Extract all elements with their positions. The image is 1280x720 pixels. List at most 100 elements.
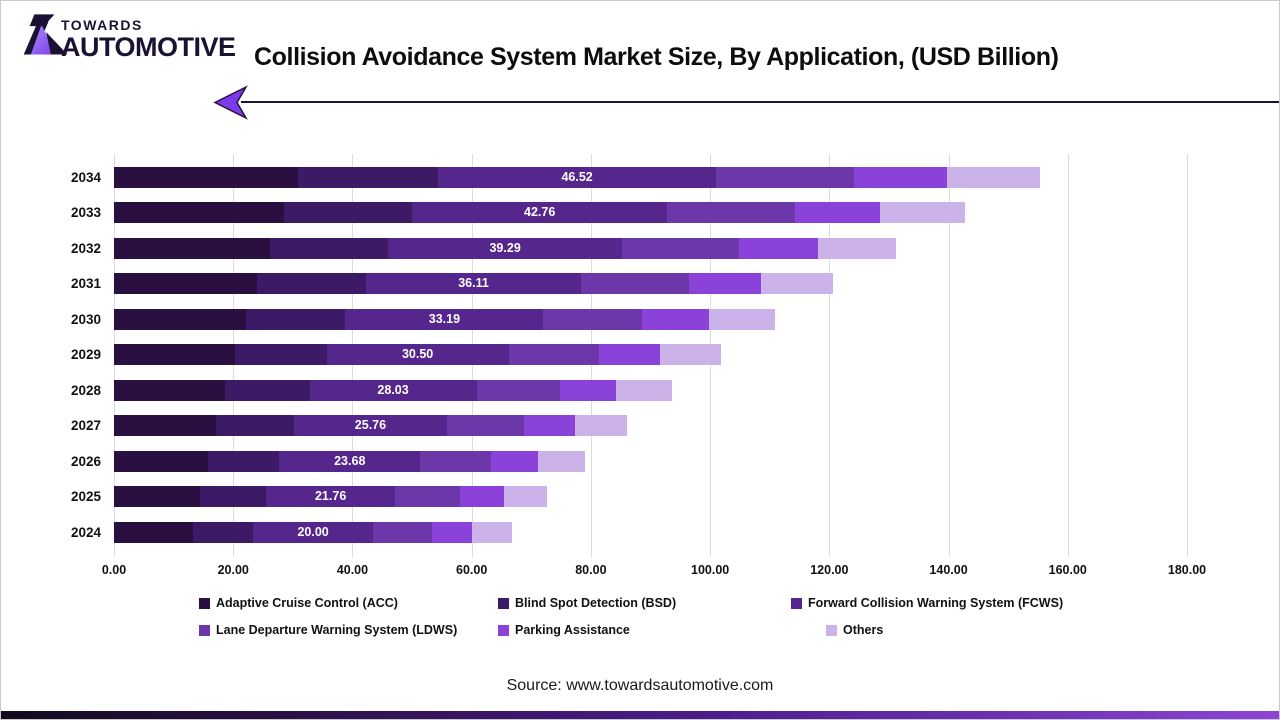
bar-stack: 28.03 xyxy=(114,379,673,401)
bar-value-label: 28.03 xyxy=(377,382,409,397)
bar-value-label: 36.11 xyxy=(458,276,489,291)
bar-segment xyxy=(476,379,561,401)
bar-row: 2029 30.50 xyxy=(1,344,1279,366)
bar-segment xyxy=(420,450,491,472)
bar-segment xyxy=(114,273,258,295)
bar-segment xyxy=(660,344,722,366)
bar-segment xyxy=(114,415,217,437)
bar-segment xyxy=(279,450,421,472)
bar-segment xyxy=(543,308,643,330)
bar-row: 2028 28.03 xyxy=(1,379,1279,401)
bar-value-label: 42.76 xyxy=(524,205,556,220)
logo-line1: TOWARDS xyxy=(61,17,143,33)
year-label: 2029 xyxy=(70,347,101,363)
gridline xyxy=(948,154,950,557)
year-label: 2032 xyxy=(70,240,101,256)
legend-item: Lane Departure Warning System (LDWS) xyxy=(199,621,457,639)
bar-stack: 23.68 xyxy=(114,450,586,472)
legend-label: Lane Departure Warning System (LDWS) xyxy=(216,623,458,637)
bar-stack: 39.29 xyxy=(114,237,897,259)
year-label: 2033 xyxy=(70,205,101,221)
x-tick-label: 140.00 xyxy=(929,563,968,577)
bar-segment xyxy=(395,486,461,508)
bar-segment xyxy=(283,202,413,224)
x-tick-label: 20.00 xyxy=(217,563,249,577)
bar-segment xyxy=(257,273,366,295)
bar-row: 2024 20.00 xyxy=(1,521,1279,543)
bar-stack: 33.19 xyxy=(114,308,775,330)
year-label: 2028 xyxy=(70,382,101,398)
bar-segment xyxy=(947,167,1041,188)
bar-row: 2027 25.76 xyxy=(1,415,1279,437)
legend-item: Others xyxy=(826,621,883,639)
bar-stack: 46.52 xyxy=(114,167,1041,188)
bar-stack: 25.76 xyxy=(114,415,627,437)
year-label: 2031 xyxy=(70,276,101,292)
source-text: Source: www.towardsautomotive.com xyxy=(506,677,774,694)
bar-segment xyxy=(460,486,504,508)
bar-row: 2026 23.68 xyxy=(1,450,1279,472)
bar-segment xyxy=(760,273,833,295)
legend-label: Parking Assistance xyxy=(515,623,630,637)
bar-segment xyxy=(503,486,548,508)
bar-segment xyxy=(817,237,897,259)
left-arrow-icon xyxy=(213,85,248,120)
year-label: 2027 xyxy=(70,418,101,434)
bar-row: 2032 39.29 xyxy=(1,237,1279,259)
bar-segment xyxy=(114,379,226,401)
bar-segment xyxy=(739,237,818,259)
bar-segment xyxy=(216,415,294,437)
bar-segment xyxy=(114,450,208,472)
bar-segment xyxy=(622,237,740,259)
bar-segment xyxy=(365,273,582,295)
x-tick-label: 0.00 xyxy=(101,563,127,577)
logo-a-icon xyxy=(23,14,68,55)
bar-segment xyxy=(879,202,966,224)
bar-stack: 36.11 xyxy=(114,273,833,295)
x-tick-label: 40.00 xyxy=(336,563,369,577)
bar-segment xyxy=(599,344,661,366)
bar-segment xyxy=(193,521,254,543)
bar-row: 2030 33.19 xyxy=(1,308,1279,330)
legend-label: Blind Spot Detection (BSD) xyxy=(515,596,677,610)
bar-value-label: 46.52 xyxy=(561,170,593,184)
bar-segment xyxy=(309,379,477,401)
legend-swatch-icon xyxy=(199,624,210,636)
bar-value-label: 20.00 xyxy=(297,524,329,539)
x-tick-label: 160.00 xyxy=(1048,563,1087,577)
legend-item: Forward Collision Warning System (FCWS) xyxy=(791,594,1063,612)
bar-row: 2025 21.76 xyxy=(1,486,1279,508)
bar-segment xyxy=(472,521,513,543)
legend-swatch-icon xyxy=(498,624,509,636)
legend-item: Blind Spot Detection (BSD) xyxy=(498,594,676,612)
bar-row: 2034 46.52 xyxy=(1,167,1279,188)
x-tick-label: 100.00 xyxy=(690,563,730,577)
x-tick-label: 180.00 xyxy=(1167,563,1207,577)
bar-segment xyxy=(438,167,716,188)
bar-stack: 21.76 xyxy=(114,486,548,508)
bar-segment xyxy=(715,167,855,188)
year-label: 2034 xyxy=(70,170,101,185)
legend-swatch-icon xyxy=(791,597,802,609)
bar-segment xyxy=(412,202,668,224)
legend-label: Forward Collision Warning System (FCWS) xyxy=(808,596,1064,610)
bar-segment xyxy=(560,379,617,401)
bar-segment xyxy=(269,237,389,259)
bar-segment xyxy=(616,379,673,401)
logo-line2: AUTOMOTIVE xyxy=(61,32,236,62)
legend-swatch-icon xyxy=(826,624,837,636)
bar-segment xyxy=(642,308,709,330)
bar-segment xyxy=(538,450,586,472)
bar-segment xyxy=(200,486,266,508)
gridline xyxy=(1067,154,1069,557)
x-tick-label: 60.00 xyxy=(456,563,488,577)
year-label: 2030 xyxy=(70,311,101,327)
bar-row: 2033 42.76 xyxy=(1,202,1279,224)
legend-swatch-icon xyxy=(199,597,210,609)
bar-segment xyxy=(114,308,246,330)
legend-item: Parking Assistance xyxy=(498,621,630,639)
bar-segment xyxy=(234,344,327,366)
bar-segment xyxy=(432,521,473,543)
page-title: Collision Avoidance System Market Size, … xyxy=(254,43,1059,71)
